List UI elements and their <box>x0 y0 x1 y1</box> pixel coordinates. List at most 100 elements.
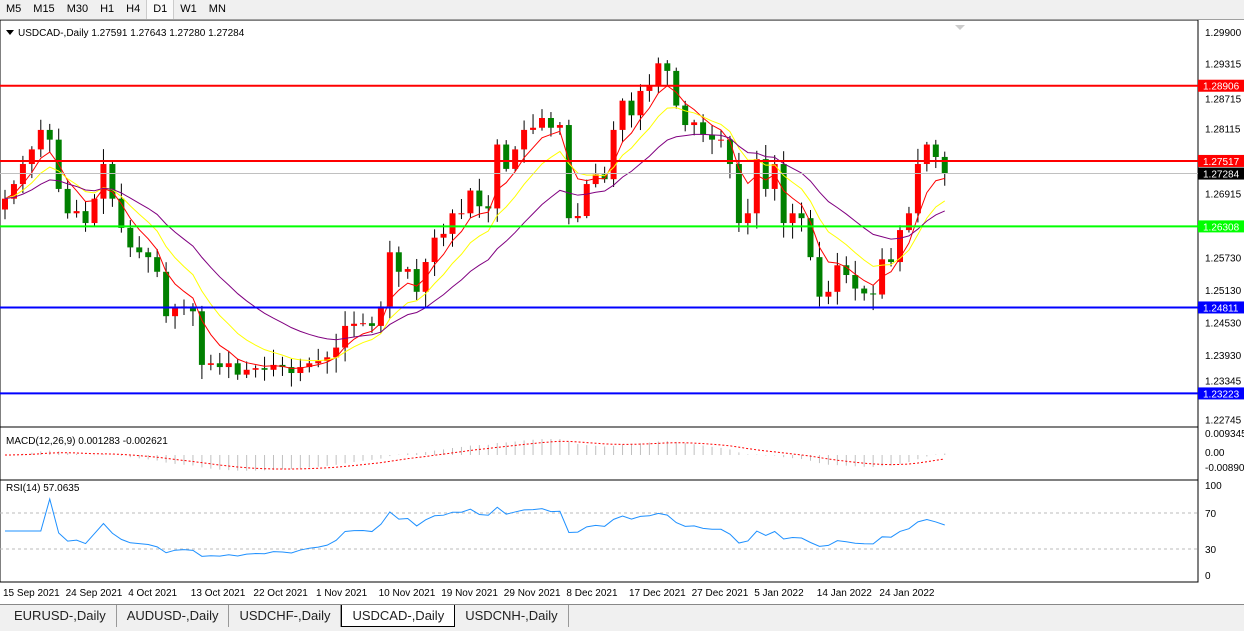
candle-body <box>897 230 903 263</box>
price-tick: 1.29900 <box>1205 28 1242 39</box>
date-tick: 19 Nov 2021 <box>441 588 498 599</box>
candle-body <box>637 90 644 116</box>
level-price-label-bg <box>1198 220 1244 233</box>
candle-body <box>145 252 152 258</box>
level-price-label: 1.28906 <box>1203 82 1240 93</box>
level-price-label-bg <box>1198 79 1244 92</box>
candle-body <box>914 164 921 214</box>
candle-body <box>941 156 948 174</box>
candle-body <box>431 237 438 263</box>
candle-body <box>592 174 599 185</box>
candle-body <box>315 361 322 364</box>
chart-tab[interactable]: AUDUSD-,Daily <box>117 605 230 627</box>
candle-body <box>700 122 707 135</box>
candle-body <box>807 218 814 258</box>
candle-body <box>342 325 349 348</box>
bid-label-bg <box>1198 167 1244 180</box>
candle-body <box>377 306 384 326</box>
candle-body <box>37 129 44 150</box>
timeframe-mn[interactable]: MN <box>208 3 226 15</box>
timeframe-m5[interactable]: M5 <box>6 3 22 15</box>
chart-tab[interactable]: USDCAD-,Daily <box>341 605 456 627</box>
ma-fast-line <box>4 85 945 369</box>
candle-body <box>870 293 877 295</box>
candle-body <box>718 139 724 141</box>
candle-body <box>494 144 501 209</box>
rsi-label: RSI(14) 57.0635 <box>6 483 80 494</box>
candle-body <box>583 184 590 217</box>
candle-body <box>691 122 698 126</box>
chart-tab[interactable]: USDCNH-,Daily <box>455 605 569 627</box>
candle-body <box>216 363 223 368</box>
candle-body <box>610 129 617 180</box>
macd-tick: -0.008902 <box>1205 463 1244 474</box>
candle-body <box>333 347 340 358</box>
candle-body <box>664 63 671 71</box>
candle-body <box>673 70 680 106</box>
candle-body <box>368 323 375 326</box>
price-chart[interactable]: 1.29900 1.29315 1.28715 1.28115 1.26915 1.257… <box>0 20 1244 604</box>
timeframe-d1[interactable]: D1 <box>146 0 175 19</box>
candle-body <box>780 164 787 224</box>
date-tick: 8 Dec 2021 <box>566 588 618 599</box>
date-tick: 24 Sep 2021 <box>66 588 123 599</box>
candle-body <box>100 164 107 199</box>
candle-body <box>243 369 250 375</box>
price-tick: 1.24530 <box>1205 319 1242 330</box>
timeframe-h1[interactable]: H1 <box>100 3 115 15</box>
candle-body <box>905 213 912 231</box>
candle-body <box>64 188 71 214</box>
level-price-label-bg <box>1198 301 1244 314</box>
shift-marker <box>955 25 965 30</box>
date-tick: 14 Jan 2022 <box>817 588 872 599</box>
candle-body <box>825 291 832 297</box>
candle-body <box>816 257 823 297</box>
timeframe-m30[interactable]: M30 <box>66 3 89 15</box>
rsi-tick: 30 <box>1205 545 1217 556</box>
timeframe-w1[interactable]: W1 <box>180 3 197 15</box>
price-tick: 1.23345 <box>1205 376 1242 387</box>
candle-body <box>861 288 868 294</box>
candle-body <box>682 105 689 126</box>
timeframe-h4[interactable]: H4 <box>126 3 141 15</box>
candle-body <box>28 149 35 165</box>
candle-body <box>601 174 608 180</box>
collapse-triangle-icon <box>6 30 14 35</box>
candle-body <box>288 367 295 374</box>
date-tick: 13 Oct 2021 <box>191 588 246 599</box>
rsi-tick: 100 <box>1205 481 1222 492</box>
candle-body <box>395 252 402 272</box>
candle-body <box>923 144 930 165</box>
candle-body <box>485 206 492 209</box>
bid-price-label: 1.27284 <box>1203 170 1240 181</box>
candle-body <box>324 357 331 362</box>
price-tick: 1.25130 <box>1205 286 1242 297</box>
candle-body <box>440 233 447 238</box>
candle-body <box>297 367 304 374</box>
chart-tab[interactable]: EURUSD-,Daily <box>4 605 117 627</box>
price-tick: 1.26915 <box>1205 190 1242 201</box>
candle-body <box>2 198 8 210</box>
ma-mid-line <box>4 107 946 362</box>
candle-body <box>735 164 742 224</box>
candle-body <box>422 262 429 292</box>
candle-body <box>476 190 483 207</box>
candle-body <box>234 363 241 375</box>
candle-body <box>73 211 80 214</box>
candle-body <box>539 118 545 128</box>
macd-tick: 0.00 <box>1205 448 1225 459</box>
candle-body <box>10 184 17 199</box>
candle-body <box>744 213 751 224</box>
timeframe-m15[interactable]: M15 <box>33 3 55 15</box>
candle-body <box>82 211 89 224</box>
candle-body <box>834 265 841 292</box>
rsi-line <box>5 497 945 557</box>
rsi-tick: 0 <box>1205 571 1211 582</box>
candle-body <box>655 63 662 87</box>
candle-body <box>306 363 313 368</box>
price-tick: 1.28115 <box>1205 125 1241 136</box>
ma-slow-line <box>4 133 945 341</box>
candle-body <box>521 129 528 150</box>
price-tick: 1.29315 <box>1205 60 1242 71</box>
chart-tab[interactable]: USDCHF-,Daily <box>229 605 342 627</box>
